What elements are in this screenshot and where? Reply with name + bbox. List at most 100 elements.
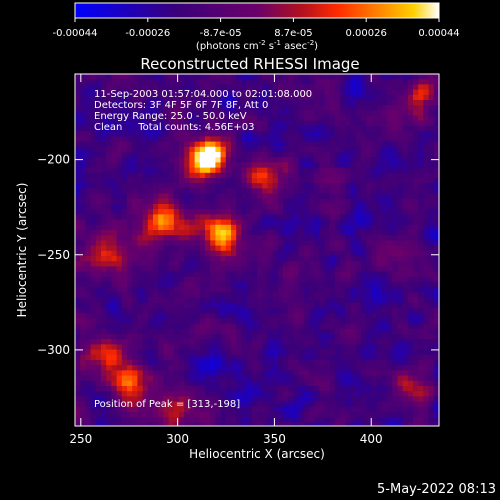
heatmap-cell: [205, 323, 211, 330]
heatmap-cell: [231, 198, 237, 205]
heatmap-cell: [158, 94, 164, 101]
heatmap-cell: [407, 380, 414, 387]
heatmap-cell: [262, 386, 268, 392]
heatmap-cell: [241, 74, 248, 80]
heatmap-cell: [350, 365, 357, 371]
heatmap-cell: [413, 370, 419, 377]
heatmap-cell: [80, 271, 86, 278]
heatmap-cell: [101, 178, 107, 184]
heatmap-cell: [392, 266, 398, 273]
heatmap-cell: [433, 167, 439, 174]
heatmap-cell: [75, 141, 81, 148]
heatmap-cell: [132, 204, 138, 210]
heatmap-cell: [189, 302, 196, 309]
heatmap-cell: [168, 328, 175, 335]
heatmap-cell: [215, 261, 222, 267]
heatmap-cell: [147, 146, 154, 153]
heatmap-cell: [324, 183, 331, 189]
heatmap-cell: [366, 417, 372, 423]
heatmap-cell: [225, 178, 232, 184]
heatmap-cell: [257, 131, 263, 137]
heatmap-cell: [220, 178, 227, 184]
heatmap-cell: [241, 287, 248, 293]
heatmap-cell: [355, 235, 362, 241]
heatmap-cell: [428, 172, 435, 179]
heatmap-cell: [205, 261, 211, 267]
heatmap-cell: [231, 276, 237, 283]
heatmap-cell: [361, 167, 367, 174]
heatmap-cell: [288, 266, 294, 273]
colorbar-tick-label: 0.00044: [418, 28, 459, 39]
heatmap-cell: [288, 157, 294, 163]
plot-area: [74, 73, 440, 427]
heatmap-cell: [142, 256, 149, 262]
heatmap-cell: [340, 276, 346, 283]
heatmap-cell: [381, 79, 388, 85]
heatmap-cell: [288, 396, 294, 403]
heatmap-cell: [111, 406, 118, 413]
heatmap-cell: [314, 391, 320, 397]
heatmap-cell: [80, 401, 86, 408]
heatmap-cell: [106, 276, 112, 283]
heatmap-cell: [267, 266, 274, 273]
heatmap-cell: [428, 276, 435, 283]
heatmap-cell: [293, 396, 300, 403]
heatmap-cell: [116, 302, 123, 309]
heatmap-cell: [319, 240, 326, 247]
heatmap-cell: [199, 417, 206, 423]
heatmap-cell: [324, 110, 331, 117]
y-tick-label: −300: [37, 343, 70, 357]
heatmap-cell: [163, 94, 170, 101]
heatmap-cell: [132, 172, 138, 179]
heatmap-cell: [132, 287, 138, 293]
heatmap-cell: [298, 131, 305, 137]
heatmap-cell: [407, 79, 414, 85]
heatmap-cell: [293, 261, 300, 267]
heatmap-cell: [173, 349, 180, 356]
heatmap-cell: [236, 422, 242, 426]
heatmap-cell: [366, 375, 372, 382]
heatmap-cell: [95, 370, 102, 377]
heatmap-cell: [158, 157, 164, 163]
heatmap-cell: [158, 375, 164, 382]
heatmap-cell: [309, 360, 315, 366]
heatmap-cell: [101, 302, 107, 309]
heatmap-cell: [402, 370, 409, 377]
heatmap-cell: [179, 297, 185, 304]
heatmap-cell: [257, 245, 263, 252]
heatmap-cell: [314, 365, 320, 371]
heatmap-cell: [366, 120, 372, 127]
heatmap-cell: [137, 365, 144, 371]
heatmap-cell: [75, 230, 81, 236]
heatmap-cell: [335, 287, 341, 293]
heatmap-cell: [329, 396, 336, 403]
heatmap-cell: [407, 115, 414, 122]
heatmap-cell: [189, 412, 196, 418]
heatmap-cell: [387, 344, 393, 351]
heatmap-cell: [324, 313, 331, 319]
heatmap-cell: [402, 172, 409, 179]
heatmap-cell: [132, 209, 138, 215]
heatmap-cell: [251, 375, 258, 382]
heatmap-cell: [101, 406, 107, 413]
heatmap-cell: [387, 84, 393, 91]
heatmap-cell: [402, 245, 409, 252]
heatmap-cell: [361, 157, 367, 163]
heatmap-cell: [277, 219, 284, 226]
heatmap-cell: [127, 417, 133, 423]
heatmap-cell: [350, 89, 357, 96]
heatmap-cell: [111, 370, 118, 377]
heatmap-cell: [153, 167, 159, 174]
heatmap-cell: [251, 282, 258, 288]
heatmap-cell: [293, 204, 300, 210]
heatmap-cell: [241, 152, 248, 158]
heatmap-cell: [90, 318, 97, 325]
heatmap-cell: [267, 105, 274, 111]
heatmap-cell: [137, 276, 144, 283]
heatmap-cell: [116, 193, 123, 200]
heatmap-cell: [433, 308, 439, 314]
heatmap-cell: [168, 276, 175, 283]
heatmap-cell: [309, 422, 315, 426]
heatmap-cell: [173, 89, 180, 96]
heatmap-cell: [345, 110, 352, 117]
